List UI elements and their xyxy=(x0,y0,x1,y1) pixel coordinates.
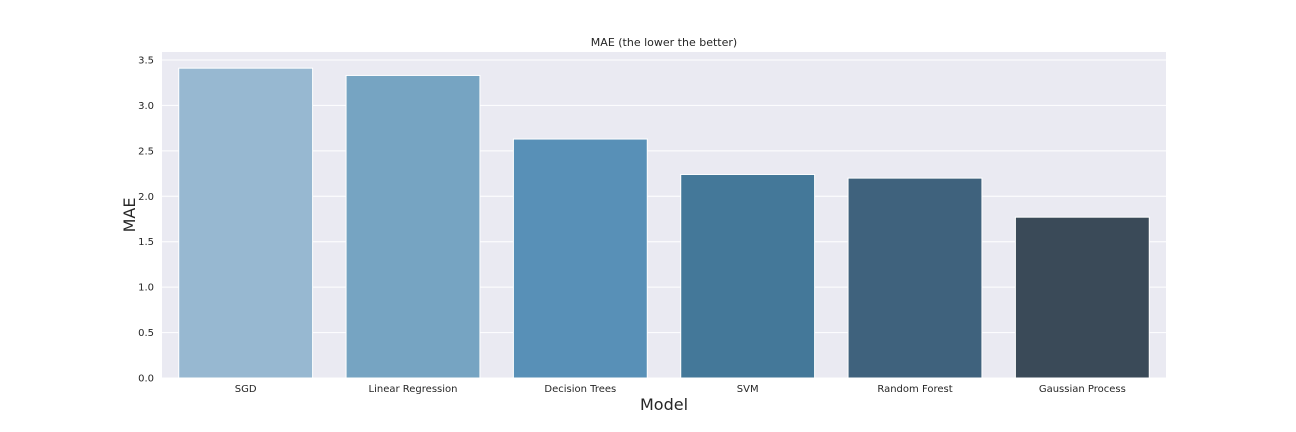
chart-title: MAE (the lower the better) xyxy=(591,36,737,49)
bar-decision-trees xyxy=(512,138,648,379)
bar-gaussian-process xyxy=(1014,216,1150,379)
x-tick-label: SGD xyxy=(235,384,257,395)
y-axis-title: MAE xyxy=(120,198,139,233)
y-tick-label: 1.5 xyxy=(138,237,154,248)
x-axis-title: Model xyxy=(640,395,688,414)
bars xyxy=(178,67,1150,379)
y-tick-label: 2.5 xyxy=(138,146,154,157)
y-tick-label: 0.0 xyxy=(138,374,154,385)
x-tick-label: Decision Trees xyxy=(544,384,616,395)
y-tick-label: 2.0 xyxy=(138,192,154,203)
plot-background xyxy=(162,52,1166,378)
x-tick-label: SVM xyxy=(737,384,759,395)
y-tick-label: 0.5 xyxy=(138,328,154,339)
y-tick-label: 3.5 xyxy=(138,56,154,67)
bar-linear-regression xyxy=(345,74,481,379)
x-tick-label: Gaussian Process xyxy=(1039,384,1126,395)
x-tick-label: Linear Regression xyxy=(369,384,458,395)
bar-svm xyxy=(680,173,816,379)
y-tick-label: 3.0 xyxy=(138,101,154,112)
gridlines xyxy=(162,59,1166,379)
x-tick-labels: SGD Linear Regression Decision Trees SVM Ran… xyxy=(235,384,1126,395)
x-tick-label: Random Forest xyxy=(877,384,952,395)
bar-sgd xyxy=(178,67,314,379)
y-tick-label: 1.0 xyxy=(138,283,154,294)
bar-random-forest xyxy=(847,177,983,379)
y-tick-labels: 0.0 0.5 1.0 1.5 2.0 2.5 3.0 3.5 xyxy=(138,56,154,385)
